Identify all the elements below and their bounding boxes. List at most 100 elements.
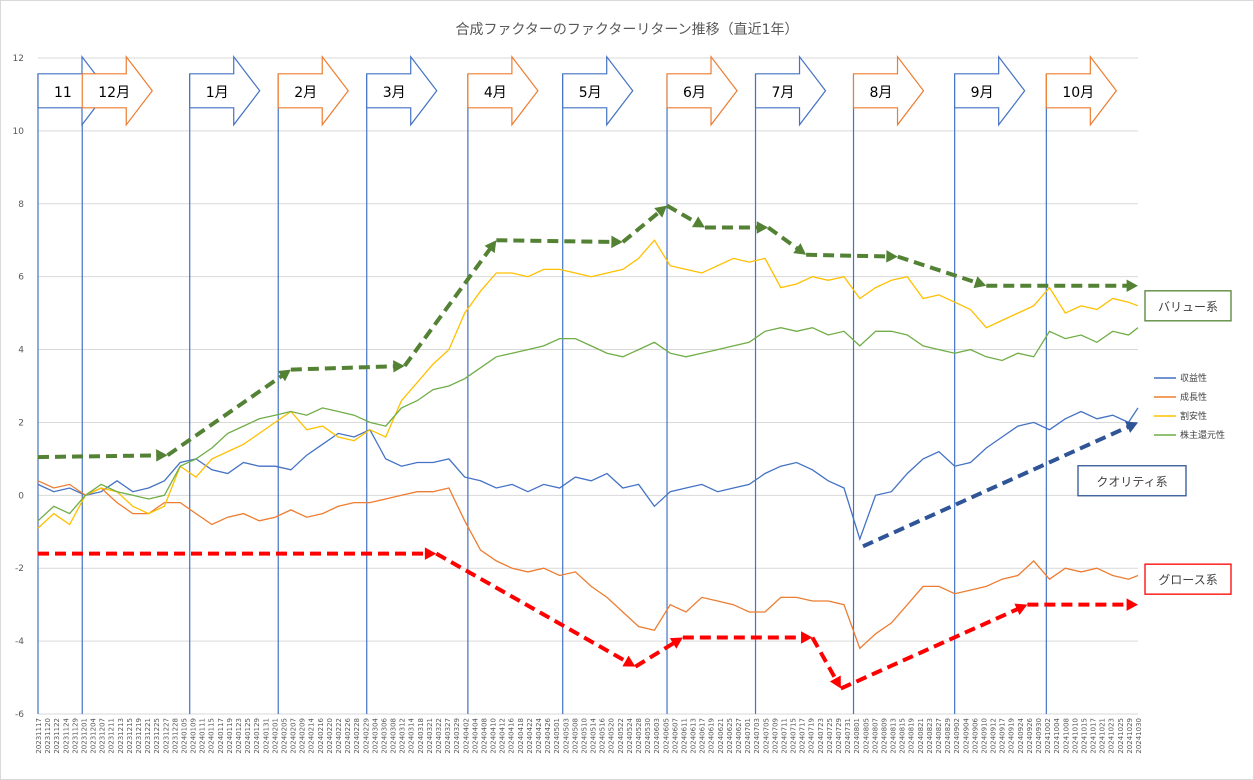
x-tick-label: 20231122 (53, 718, 61, 754)
trend-arrow-segment (897, 254, 979, 285)
x-tick-label: 20240111 (199, 718, 207, 754)
y-tick-label: 2 (18, 418, 24, 428)
month-banner-label: 8月 (870, 85, 893, 101)
legend-label: 収益性 (1180, 372, 1207, 384)
x-tick-label: 20240815 (899, 718, 907, 754)
x-tick-label: 20240827 (935, 718, 943, 754)
month-banner-label: 4月 (484, 85, 507, 101)
x-tick-label: 20241023 (1108, 718, 1116, 754)
month-banners: 11 12月 1月 2月 3月 4月 5月 6月 7月 8月 9月 10月 (37, 55, 1118, 127)
trend-arrow-segment (666, 203, 699, 225)
series-line (37, 407, 1139, 542)
trend-arrow-head (886, 250, 898, 263)
annotation-label: クオリティ系 (1096, 475, 1167, 489)
month-banner-arrow (666, 55, 738, 127)
x-tick-label: 20240605 (662, 718, 670, 754)
month-banner-arrow (366, 55, 438, 127)
trend-arrow-segment (862, 424, 1131, 549)
x-tick-label: 20240930 (1035, 718, 1043, 754)
trend-arrow-head (973, 276, 987, 289)
x-tick-label: 20231117 (35, 718, 43, 754)
y-tick-label: 0 (18, 491, 24, 501)
x-tick-label: 20231207 (99, 718, 107, 754)
x-tick-label: 20240117 (217, 718, 225, 754)
x-tick-label: 20241015 (1080, 718, 1088, 754)
trend-arrow-head (669, 637, 683, 649)
x-tick-label: 20240613 (690, 718, 698, 754)
trend-arrow-segment (621, 209, 662, 244)
trend-arrow-segment (37, 453, 159, 460)
trend-arrow-head (829, 675, 841, 689)
y-tick-label: 4 (18, 346, 24, 356)
month-banner-arrow (852, 55, 925, 127)
x-tick-label: 20240514 (590, 717, 598, 753)
x-tick-label: 20240731 (844, 718, 852, 754)
x-tick-label: 20240418 (517, 718, 525, 754)
trend-arrow-head (484, 240, 497, 254)
trend-arrow-segment (403, 246, 493, 368)
month-banner-arrow (754, 55, 827, 127)
legend-label: 成長性 (1180, 391, 1207, 403)
x-tick-label: 20240115 (208, 718, 216, 754)
x-tick-label: 20240701 (744, 718, 752, 754)
x-tick-label: 20240226 (344, 717, 352, 753)
trend-arrow-segment (496, 238, 614, 244)
month-banner-label: 6月 (683, 85, 706, 101)
x-tick-label: 20240725 (826, 718, 834, 754)
x-tick-label: 20240705 (762, 718, 770, 754)
x-tick-label: 20240516 (599, 717, 607, 753)
x-tick-label: 20240304 (371, 717, 379, 753)
x-tick-label: 20241029 (1126, 718, 1134, 754)
x-tick-label: 20240220 (326, 718, 334, 754)
trend-arrow-head (756, 221, 769, 234)
annotation-box (1144, 563, 1232, 595)
x-tick-label: 20231219 (135, 718, 143, 754)
x-tick-label: 20231225 (153, 718, 161, 754)
x-tick-label: 20240805 (862, 718, 870, 754)
x-tick-label: 20240503 (562, 718, 570, 754)
series-line (37, 480, 1139, 650)
annotation-box (1144, 290, 1232, 322)
y-tick-label: 10 (13, 127, 25, 137)
x-tick-label: 20240402 (462, 718, 470, 754)
x-tick-label: 20240520 (608, 718, 616, 754)
x-tick-label: 20240404 (471, 717, 479, 753)
month-divider-lines (37, 74, 1047, 714)
x-tick-label: 20240312 (399, 718, 407, 754)
x-tick-label: 20240109 (190, 718, 198, 754)
x-tick-label: 20240607 (671, 718, 679, 754)
x-tick-label: 20241021 (1099, 718, 1107, 754)
month-banner-arrow (954, 55, 1026, 127)
x-tick-label: 20240125 (244, 718, 252, 754)
trend-arrow-head (801, 631, 813, 644)
x-tick-label: 20240819 (908, 718, 916, 754)
x-tick-label: 20240222 (335, 718, 343, 754)
x-tick-label: 20240809 (880, 718, 888, 754)
month-banner-label: 11 (54, 85, 72, 101)
x-tick-label: 20240611 (680, 718, 688, 754)
trend-arrow-head (1126, 598, 1138, 611)
month-banner-label: 7月 (772, 85, 795, 101)
month-banner-label: 5月 (579, 85, 602, 101)
x-tick-label: 20240910 (980, 718, 988, 754)
x-tick-label: 20240926 (1026, 717, 1034, 753)
x-tick-label: 20240617 (699, 718, 707, 754)
x-tick-label: 20240205 (280, 718, 288, 754)
x-tick-label: 20240621 (717, 718, 725, 754)
month-banner-arrow (1045, 55, 1118, 127)
trend-arrow-head (424, 547, 437, 560)
trend-arrow-segment (634, 640, 677, 669)
x-tick-label: 20241030 (1135, 718, 1143, 754)
x-tick-label: 20240329 (453, 718, 461, 754)
y-tick-label: 8 (18, 200, 24, 210)
x-tick-label: 20240424 (535, 717, 543, 753)
trend-arrow-head (691, 216, 705, 228)
x-tick-label: 20240719 (808, 718, 816, 754)
x-tick-label: 20240119 (226, 718, 234, 754)
x-tick-label: 20231201 (80, 718, 88, 754)
month-banner-arrow (277, 55, 349, 127)
x-tick-label: 20240829 (944, 718, 952, 754)
chart-title: 合成ファクターのファクターリターン推移（直近1年） (455, 21, 798, 38)
x-tick-label: 20240131 (262, 718, 270, 754)
